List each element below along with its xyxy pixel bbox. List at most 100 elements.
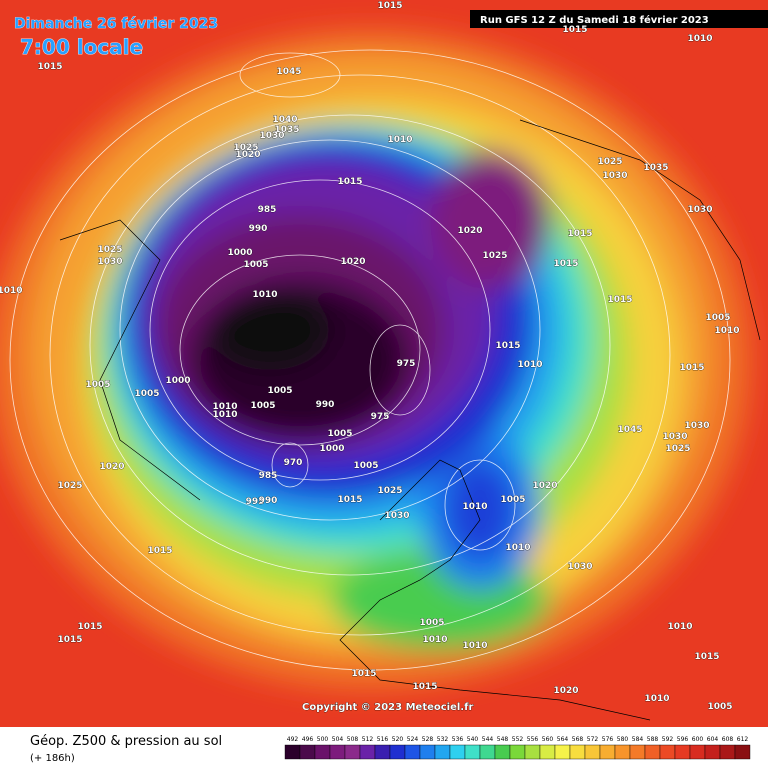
isobar-label: 1005 [85,380,110,390]
legend-swatch [569,744,586,760]
isobar-label: 1025 [665,444,690,454]
legend-swatch [374,744,391,760]
legend-swatch [434,744,451,760]
isobar-label: 1000 [319,444,344,454]
legend-swatch [599,744,616,760]
time: 7:00 locale [20,35,143,59]
isobar-label: 1015 [679,363,704,373]
legend-label: 572 [587,736,599,743]
isobar-label: 1005 [500,495,525,505]
isobar-label: 1015 [562,25,587,35]
coastlines [59,119,761,721]
isobar-label: 1025 [233,143,258,153]
isobar-label: 1020 [457,226,482,236]
isobar-label: 1000 [165,376,190,386]
legend-label: 560 [542,736,554,743]
isobar-label: 1015 [694,652,719,662]
legend-label: 588 [647,736,659,743]
contours [9,49,731,671]
isobar-label: 1010 [0,286,23,296]
isobar-label: 1040 [272,115,297,125]
isobar-label: 1020 [340,257,365,267]
legend-swatch [674,744,691,760]
isobar-label: 1010 [462,502,487,512]
legend-swatch [554,744,571,760]
isobar-label: 1015 [337,495,362,505]
legend-label: 544 [482,736,494,743]
legend-swatch [419,744,436,760]
legend-label: 516 [377,736,389,743]
legend-label: 584 [632,736,644,743]
isobar-label: 1010 [714,326,739,336]
isobar-label: 1010 [644,694,669,704]
isobar-label: 975 [371,412,390,422]
legend-swatch [284,744,301,760]
isobar-label: 1010 [667,622,692,632]
isobar-label: 1005 [327,429,352,439]
isobar-label: 1030 [259,131,284,141]
legend-swatch [719,744,736,760]
isobar-label: 1015 [495,341,520,351]
isobar-label: 1005 [134,389,159,399]
legend-label: 608 [722,736,734,743]
isobar-label: 1030 [567,562,592,572]
footer-title: Géop. Z500 & pression au sol [30,734,222,749]
legend-label: 592 [662,736,674,743]
isobar-label: 975 [397,359,416,369]
height-field [0,30,750,690]
legend-swatch [449,744,466,760]
legend-swatch [659,744,676,760]
isobar-label: 1010 [517,360,542,370]
legend-swatch [734,744,751,760]
isobar-label: 1025 [597,157,622,167]
legend-swatch [704,744,721,760]
legend-swatch [539,744,556,760]
isobar-label: 1010 [212,402,237,412]
isobar-label: 990 [316,400,335,410]
isobar-label: 1010 [687,34,712,44]
legend-label: 500 [317,736,329,743]
isobar-label: 1015 [607,295,632,305]
legend-swatch [359,744,376,760]
isobar-label: 1005 [705,313,730,323]
isobar-label: 985 [259,471,278,481]
legend-swatch [344,744,361,760]
isobar-label: 1015 [37,62,62,72]
isobar-label: 970 [284,458,303,468]
legend-swatch [524,744,541,760]
legend-label: 576 [602,736,614,743]
legend-label: 568 [572,736,584,743]
isobar-label: 1030 [684,421,709,431]
isobar-label: 1020 [532,481,557,491]
isobar-label: 1035 [643,163,668,173]
isobar-label: 1020 [553,686,578,696]
legend-label: 504 [332,736,344,743]
legend-swatch [314,744,331,760]
legend-label: 552 [512,736,524,743]
legend-swatch [404,744,421,760]
title: Dimanche 26 février 2023 [14,16,218,32]
isobar-label: 1010 [422,635,447,645]
legend-label: 540 [467,736,479,743]
isobar-label: 985 [258,205,277,215]
footer-lead: (+ 186h) [30,753,75,764]
isobar-label: 1045 [617,425,642,435]
isobar-label: 1015 [377,1,402,11]
isobar-label: 1010 [212,410,237,420]
legend-label: 528 [422,736,434,743]
isobar-label: 1030 [687,205,712,215]
isobar-label: 1005 [243,260,268,270]
legend-label: 492 [287,736,299,743]
run: Run GFS 12 Z du Samedi 18 février 2023 [480,14,709,26]
isobar-label: 1015 [77,622,102,632]
isobar-label: 1010 [462,641,487,651]
legend-swatch [689,744,706,760]
isobar-label: 1010 [252,290,277,300]
isobar-label: 1005 [419,618,444,628]
isobar-label: 1010 [505,543,530,553]
isobar-label: 1000 [227,248,252,258]
isobar-label: 1015 [351,669,376,679]
legend-label: 564 [557,736,569,743]
